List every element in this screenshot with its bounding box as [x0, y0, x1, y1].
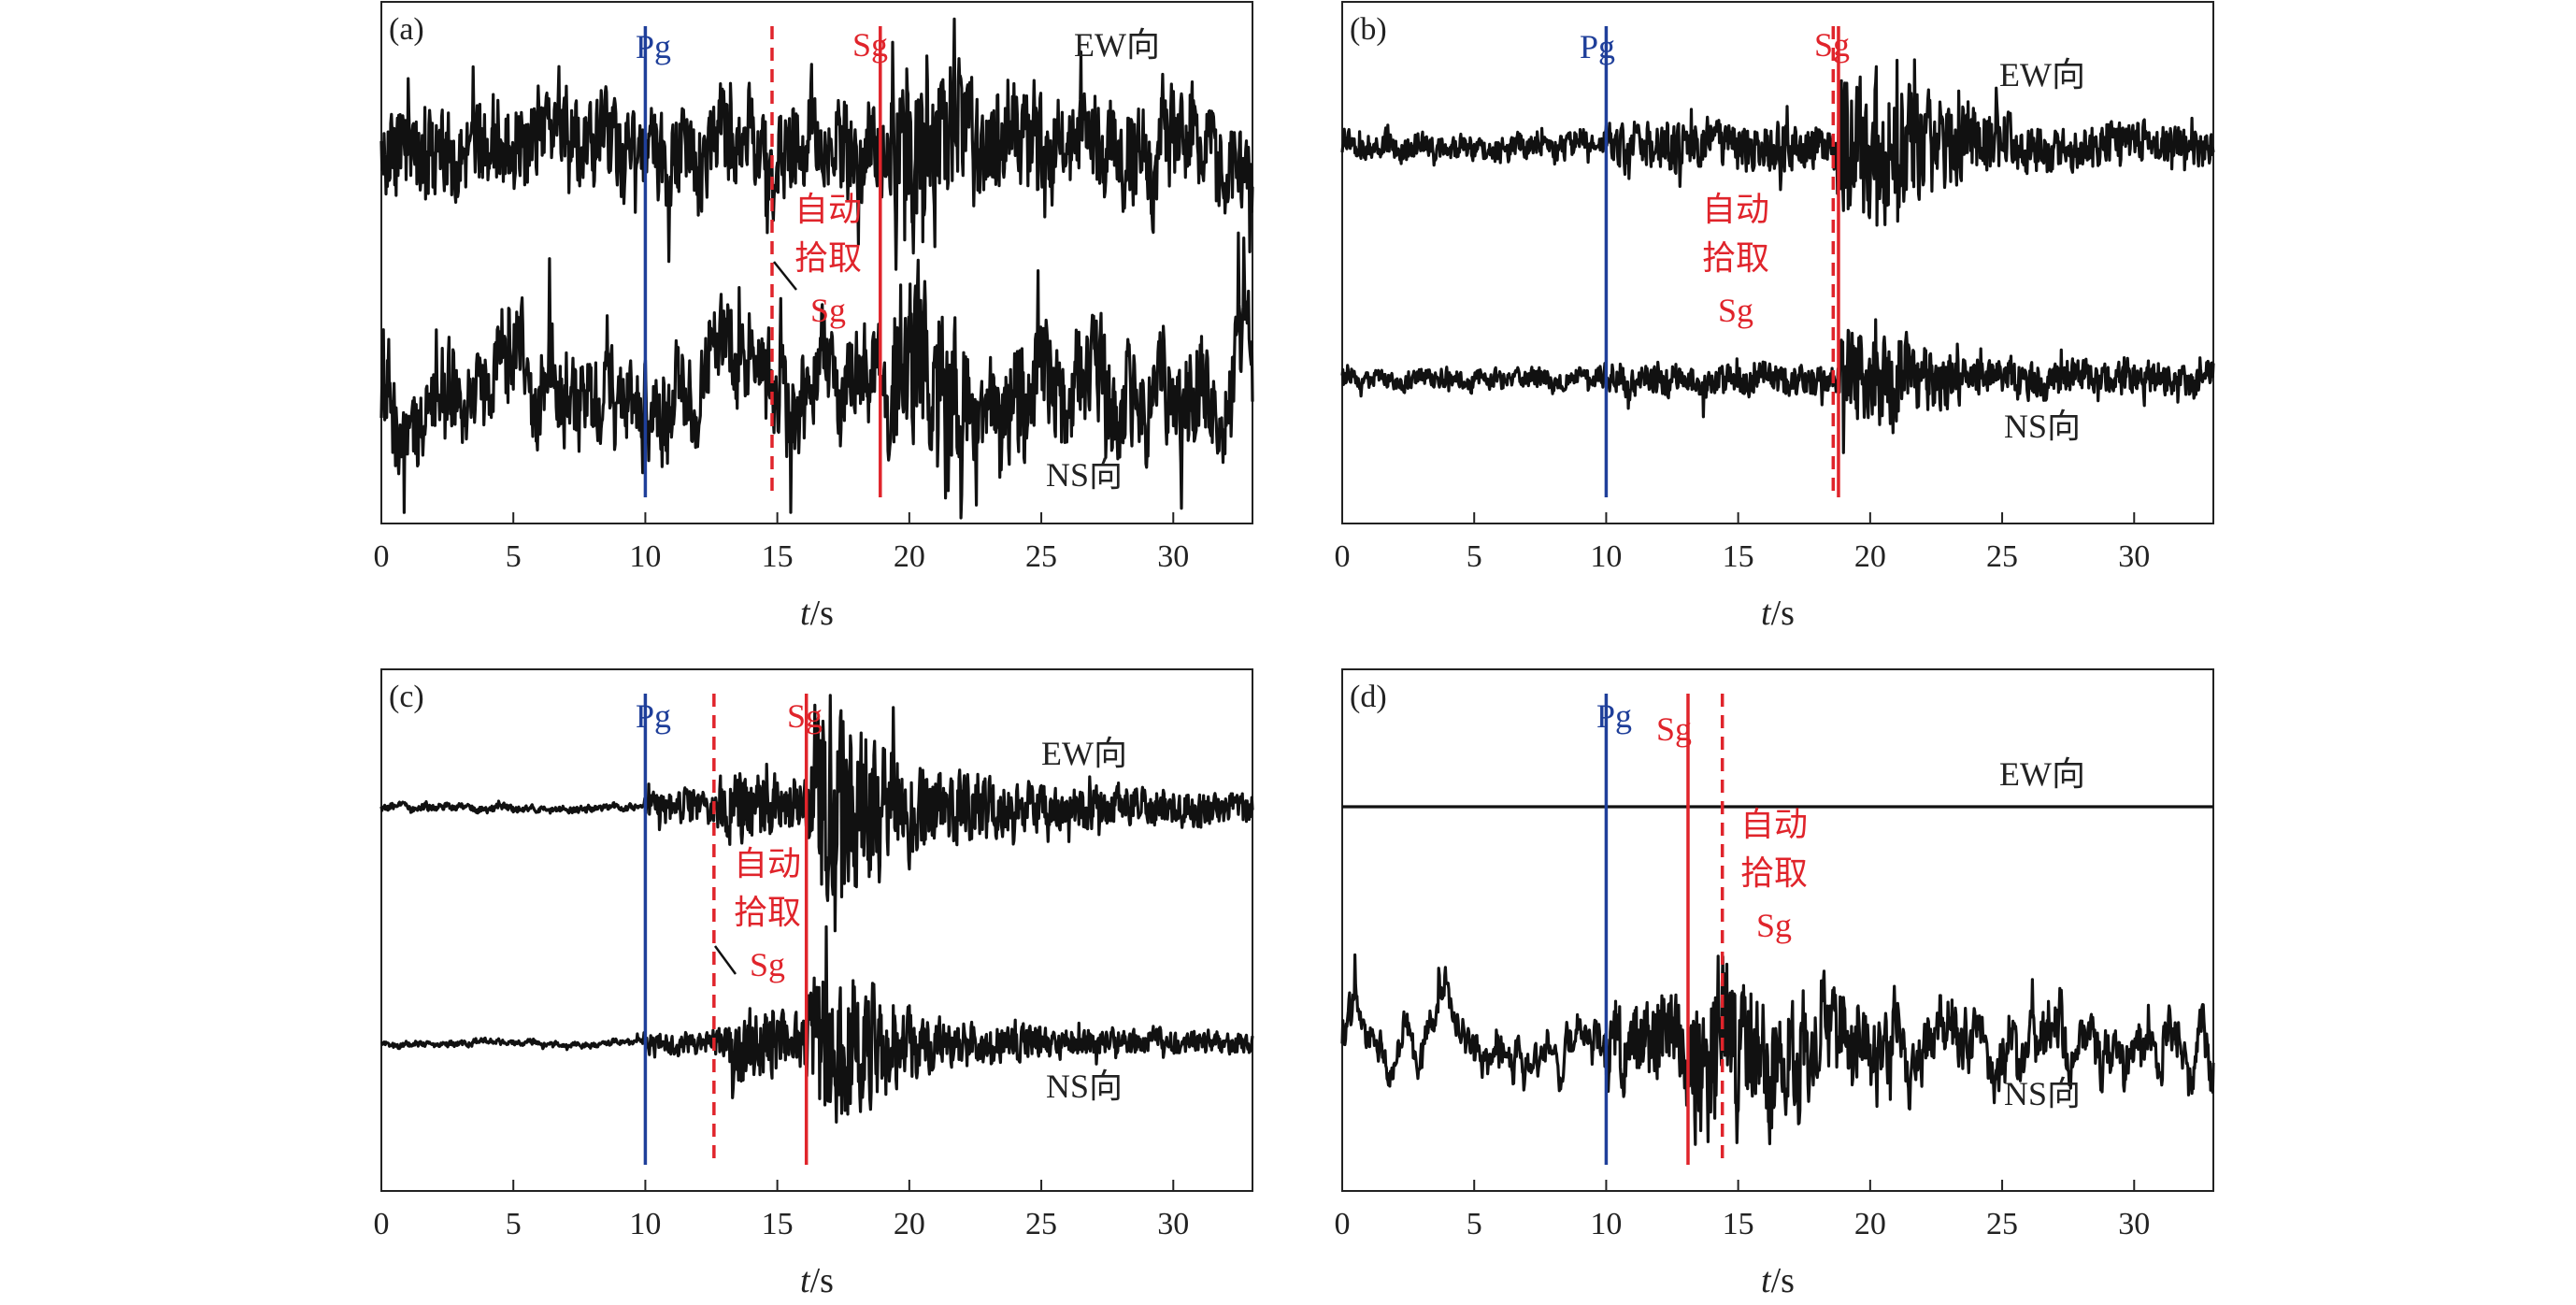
- sg-label: Sg: [1814, 26, 1850, 64]
- x-tick-label: 5: [506, 539, 522, 574]
- x-tick-label: 10: [629, 539, 661, 574]
- x-tick-label: 5: [1467, 539, 1482, 574]
- x-tick-label: 15: [1723, 1207, 1754, 1241]
- x-tick-label: 15: [762, 539, 794, 574]
- plot-frame: [1341, 1, 2214, 524]
- x-tick-label: 30: [1157, 1207, 1189, 1241]
- ew-trace: [379, 17, 1254, 271]
- x-tick-label: 30: [2118, 539, 2150, 574]
- ns-label: NS向: [1046, 456, 1123, 494]
- auto-pick-label-line1: 自动: [794, 191, 862, 228]
- auto-pick-label-line2: 拾取: [1740, 854, 1808, 892]
- ew-label: EW向: [1041, 735, 1127, 772]
- ew-label: EW向: [1999, 56, 2085, 93]
- sg-label: Sg: [852, 26, 888, 64]
- auto-pick-label-line1: 自动: [1740, 806, 1808, 843]
- x-tick-label: 25: [1025, 539, 1057, 574]
- auto-pick-label-line1: 自动: [734, 845, 801, 882]
- ew-trace: [379, 694, 1254, 933]
- x-tick-label: 20: [1854, 1207, 1886, 1241]
- plot-frame: [380, 668, 1253, 1192]
- sg-label: Sg: [787, 697, 823, 735]
- ns-label: NS向: [2004, 408, 2081, 445]
- panel-label: (d): [1350, 680, 1387, 714]
- x-axis-label-var: t: [800, 594, 811, 633]
- plot-frame: [380, 1, 1253, 524]
- x-axis-label: t/s: [800, 594, 834, 633]
- x-tick-label: 25: [1986, 1207, 2018, 1241]
- x-tick-label: 30: [2118, 1207, 2150, 1241]
- ns-trace: [1340, 953, 2215, 1146]
- ns-trace: [379, 231, 1254, 520]
- x-axis-label-var: t: [800, 1261, 811, 1300]
- x-tick-label: 5: [506, 1207, 522, 1241]
- x-axis-label: t/s: [1761, 1261, 1795, 1300]
- x-axis-label-var: t: [1761, 1261, 1772, 1300]
- x-tick-label: 0: [374, 539, 390, 574]
- plot-frame: [1341, 668, 2214, 1192]
- x-axis-label-var: t: [1761, 594, 1772, 633]
- auto-pick-label-line1: 自动: [1702, 191, 1769, 228]
- x-axis-label: t/s: [1761, 594, 1795, 633]
- ns-trace: [1340, 318, 2215, 454]
- ew-label: EW向: [1999, 755, 2085, 793]
- x-tick-label: 15: [1723, 539, 1754, 574]
- x-axis-label-unit: /s: [1771, 594, 1795, 633]
- x-tick-label: 30: [1157, 539, 1189, 574]
- auto-pick-label-line3: Sg: [750, 946, 785, 983]
- pg-label: Pg: [636, 697, 671, 735]
- auto-pick-label-line3: Sg: [1718, 292, 1753, 329]
- auto-pick-leader-line: [773, 261, 797, 291]
- ew-trace: [1340, 58, 2215, 227]
- panel-label: (c): [389, 680, 424, 714]
- x-axis-label: t/s: [800, 1261, 834, 1300]
- auto-pick-label-line3: Sg: [1756, 907, 1792, 944]
- auto-pick-label-line2: 拾取: [734, 894, 801, 931]
- panel-label: (a): [389, 12, 424, 47]
- sg-label: Sg: [1656, 710, 1692, 748]
- panel-label: (b): [1350, 12, 1387, 47]
- x-tick-label: 10: [1590, 1207, 1622, 1241]
- x-tick-label: 10: [1590, 539, 1622, 574]
- x-tick-label: 20: [894, 539, 925, 574]
- auto-pick-label-line3: Sg: [810, 292, 846, 329]
- x-tick-label: 15: [762, 1207, 794, 1241]
- x-tick-label: 0: [1335, 1207, 1351, 1241]
- ns-label: NS向: [1046, 1068, 1123, 1105]
- auto-pick-label-line2: 拾取: [1702, 239, 1769, 277]
- x-tick-label: 10: [629, 1207, 661, 1241]
- x-axis-label-unit: /s: [810, 1261, 834, 1300]
- x-axis-label-unit: /s: [1771, 1261, 1795, 1300]
- x-tick-label: 20: [1854, 539, 1886, 574]
- x-tick-label: 0: [374, 1207, 390, 1241]
- x-tick-label: 25: [1025, 1207, 1057, 1241]
- pg-label: Pg: [636, 28, 671, 65]
- x-tick-label: 0: [1335, 539, 1351, 574]
- ns-trace: [379, 925, 1254, 1124]
- x-axis-label-unit: /s: [810, 594, 834, 633]
- x-tick-label: 25: [1986, 539, 2018, 574]
- ns-label: NS向: [2004, 1075, 2081, 1112]
- x-tick-label: 20: [894, 1207, 925, 1241]
- ew-label: EW向: [1074, 26, 1160, 64]
- pg-label: Pg: [1580, 28, 1615, 65]
- auto-pick-label-line2: 拾取: [794, 239, 862, 277]
- pg-label: Pg: [1596, 697, 1632, 735]
- auto-pick-leader-line: [713, 945, 737, 975]
- x-tick-label: 5: [1467, 1207, 1482, 1241]
